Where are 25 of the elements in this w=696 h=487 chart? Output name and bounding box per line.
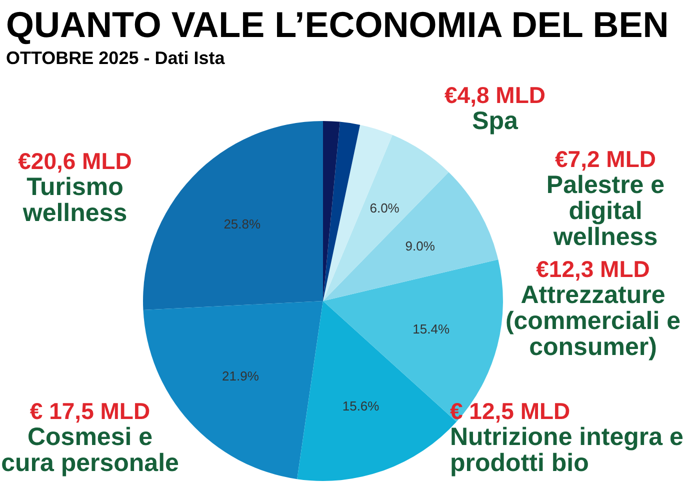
data-label: 25.8%	[224, 216, 261, 232]
text: €12,3 MLD	[536, 256, 650, 282]
pie-slice	[323, 122, 360, 301]
chart-subtitle: OTTOBRE 2025 - Dati Ista	[6, 48, 225, 69]
data-label: 15.6%	[342, 398, 380, 414]
text: €20,6 MLD	[18, 148, 132, 174]
chart-title: QUANTO VALE L’ECONOMIA DEL BEN	[6, 4, 669, 46]
data-label: 15.4%	[412, 321, 450, 336]
data-label: 9.0%	[405, 238, 436, 254]
text: € 17,5 MLD	[30, 398, 150, 424]
text: €7,2 MLD	[555, 146, 656, 172]
slice-label: Turismo wellness	[22, 173, 128, 227]
text: €4,8 MLD	[444, 82, 546, 108]
slice-label: Attrezzature (commerciali e consumer)	[504, 281, 682, 361]
pie-slice	[323, 134, 449, 301]
text: € 12,5 MLD	[450, 398, 570, 424]
slice-label: Cosmesi e cura personale	[0, 423, 180, 477]
pie-slice	[143, 121, 323, 310]
data-label: 21.9%	[222, 368, 260, 384]
data-label: 6.0%	[370, 200, 400, 216]
pie-slice	[323, 121, 340, 301]
slice-label: Spa	[471, 107, 519, 135]
slice-label: Palestre e digital wellness	[545, 171, 666, 251]
slice-label: Nutrizione integra e prodotti bio	[450, 423, 684, 477]
pie-slice	[323, 172, 498, 301]
